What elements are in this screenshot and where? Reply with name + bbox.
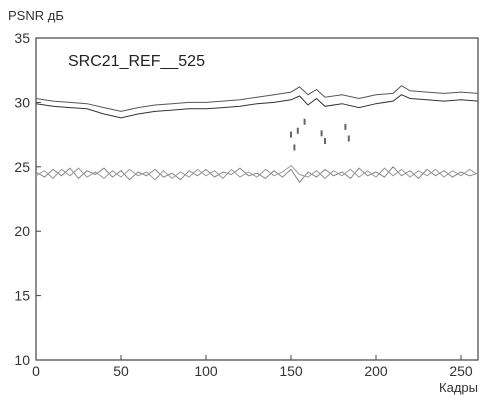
y-tick-label: 20: [14, 223, 30, 239]
x-tick-label: 100: [194, 363, 218, 379]
y-tick-label: 25: [14, 159, 30, 175]
y-tick-label: 10: [14, 352, 30, 368]
dropout-point: [303, 118, 306, 125]
ticks-layer: 0 50 100 150 200 250 10 15 20 25 30 35: [14, 30, 472, 379]
x-tick-label: 150: [279, 363, 303, 379]
x-tick-label: 200: [364, 363, 388, 379]
dropout-point: [293, 144, 296, 151]
plot-frame: [35, 37, 479, 361]
y-tick-label: 15: [14, 288, 30, 304]
y-tick-label: 30: [14, 94, 30, 110]
x-tick-label: 250: [449, 363, 473, 379]
dropout-point: [296, 127, 299, 134]
x-tick-label: 0: [32, 363, 40, 379]
y-axis-label: PSNR дБ: [8, 8, 64, 23]
dropout-point: [324, 138, 326, 145]
series-line-4: [35, 164, 479, 181]
dropout-point: [344, 123, 347, 130]
chart-annotation: SRC21_REF__525: [68, 53, 205, 70]
dropout-point: [347, 135, 350, 142]
series-layer: [35, 85, 479, 184]
series-line-2: [35, 94, 479, 119]
y-tick-label: 35: [14, 30, 30, 46]
dropout-point: [290, 131, 292, 138]
series-line-3: [35, 166, 479, 184]
series-line-1: [35, 85, 479, 112]
x-tick-label: 50: [113, 363, 129, 379]
dropout-point: [320, 130, 323, 137]
x-axis-label: Кадры: [439, 380, 478, 395]
